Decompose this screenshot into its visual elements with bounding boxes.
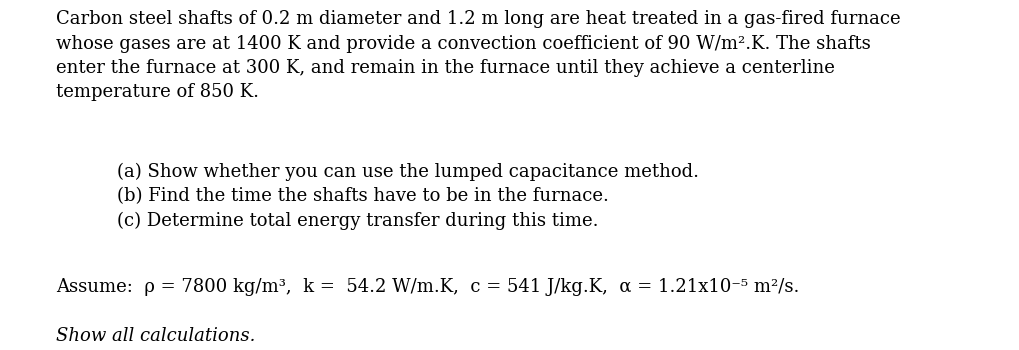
Text: Show all calculations.: Show all calculations. (56, 327, 255, 345)
Text: Carbon steel shafts of 0.2 m diameter and 1.2 m long are heat treated in a gas-f: Carbon steel shafts of 0.2 m diameter an… (56, 10, 900, 102)
Text: Assume:  ρ = 7800 kg/m³,  k =  54.2 W/m.K,  c = 541 J/kg.K,  α = 1.21x10⁻⁵ m²/s.: Assume: ρ = 7800 kg/m³, k = 54.2 W/m.K, … (56, 278, 799, 296)
Text: (a) Show whether you can use the lumped capacitance method.
(b) Find the time th: (a) Show whether you can use the lumped … (117, 163, 699, 230)
